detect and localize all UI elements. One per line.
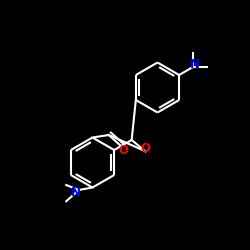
Text: O: O	[140, 142, 150, 155]
Text: N: N	[190, 58, 200, 71]
Text: O: O	[119, 144, 129, 157]
Text: N: N	[71, 186, 81, 199]
